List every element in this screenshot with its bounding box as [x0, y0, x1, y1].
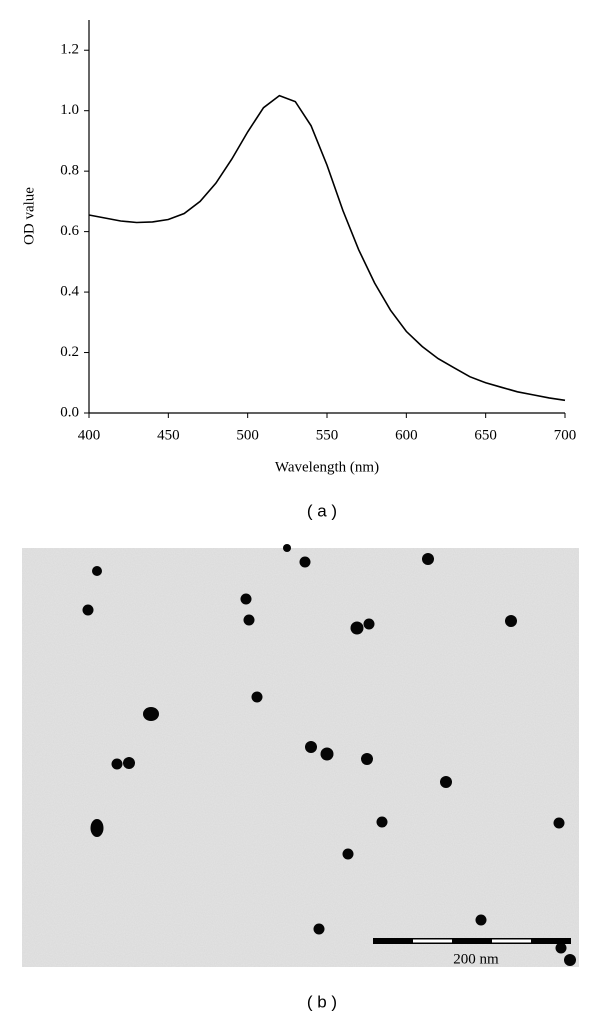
y-tick-label: 0.2 — [60, 344, 79, 360]
x-tick-label: 550 — [316, 427, 339, 443]
panel-label: ( a ) — [307, 501, 337, 520]
x-tick-label: 700 — [554, 427, 577, 443]
scale-bar — [373, 938, 571, 944]
y-tick-label: 0.0 — [60, 404, 79, 420]
x-tick-label: 500 — [236, 427, 259, 443]
x-tick-label: 400 — [78, 427, 101, 443]
x-tick-label: 650 — [474, 427, 497, 443]
y-axis-label: OD value — [21, 187, 37, 245]
x-tick-label: 600 — [395, 427, 418, 443]
data-line — [88, 94, 566, 402]
y-tick-label: 0.4 — [60, 284, 79, 300]
y-tick-label: 1.0 — [60, 102, 79, 118]
micrograph-texture — [22, 548, 579, 967]
particles — [82, 544, 576, 966]
y-tick-label: 0.6 — [60, 223, 79, 239]
y-tick-label: 0.8 — [60, 163, 79, 179]
y-tick-label: 1.2 — [60, 42, 79, 58]
scale-bar-label: 200 nm — [453, 951, 499, 967]
x-tick-label: 450 — [157, 427, 180, 443]
panel-label: ( b ) — [307, 992, 337, 1011]
x-axis-label: Wavelength (nm) — [275, 459, 379, 475]
